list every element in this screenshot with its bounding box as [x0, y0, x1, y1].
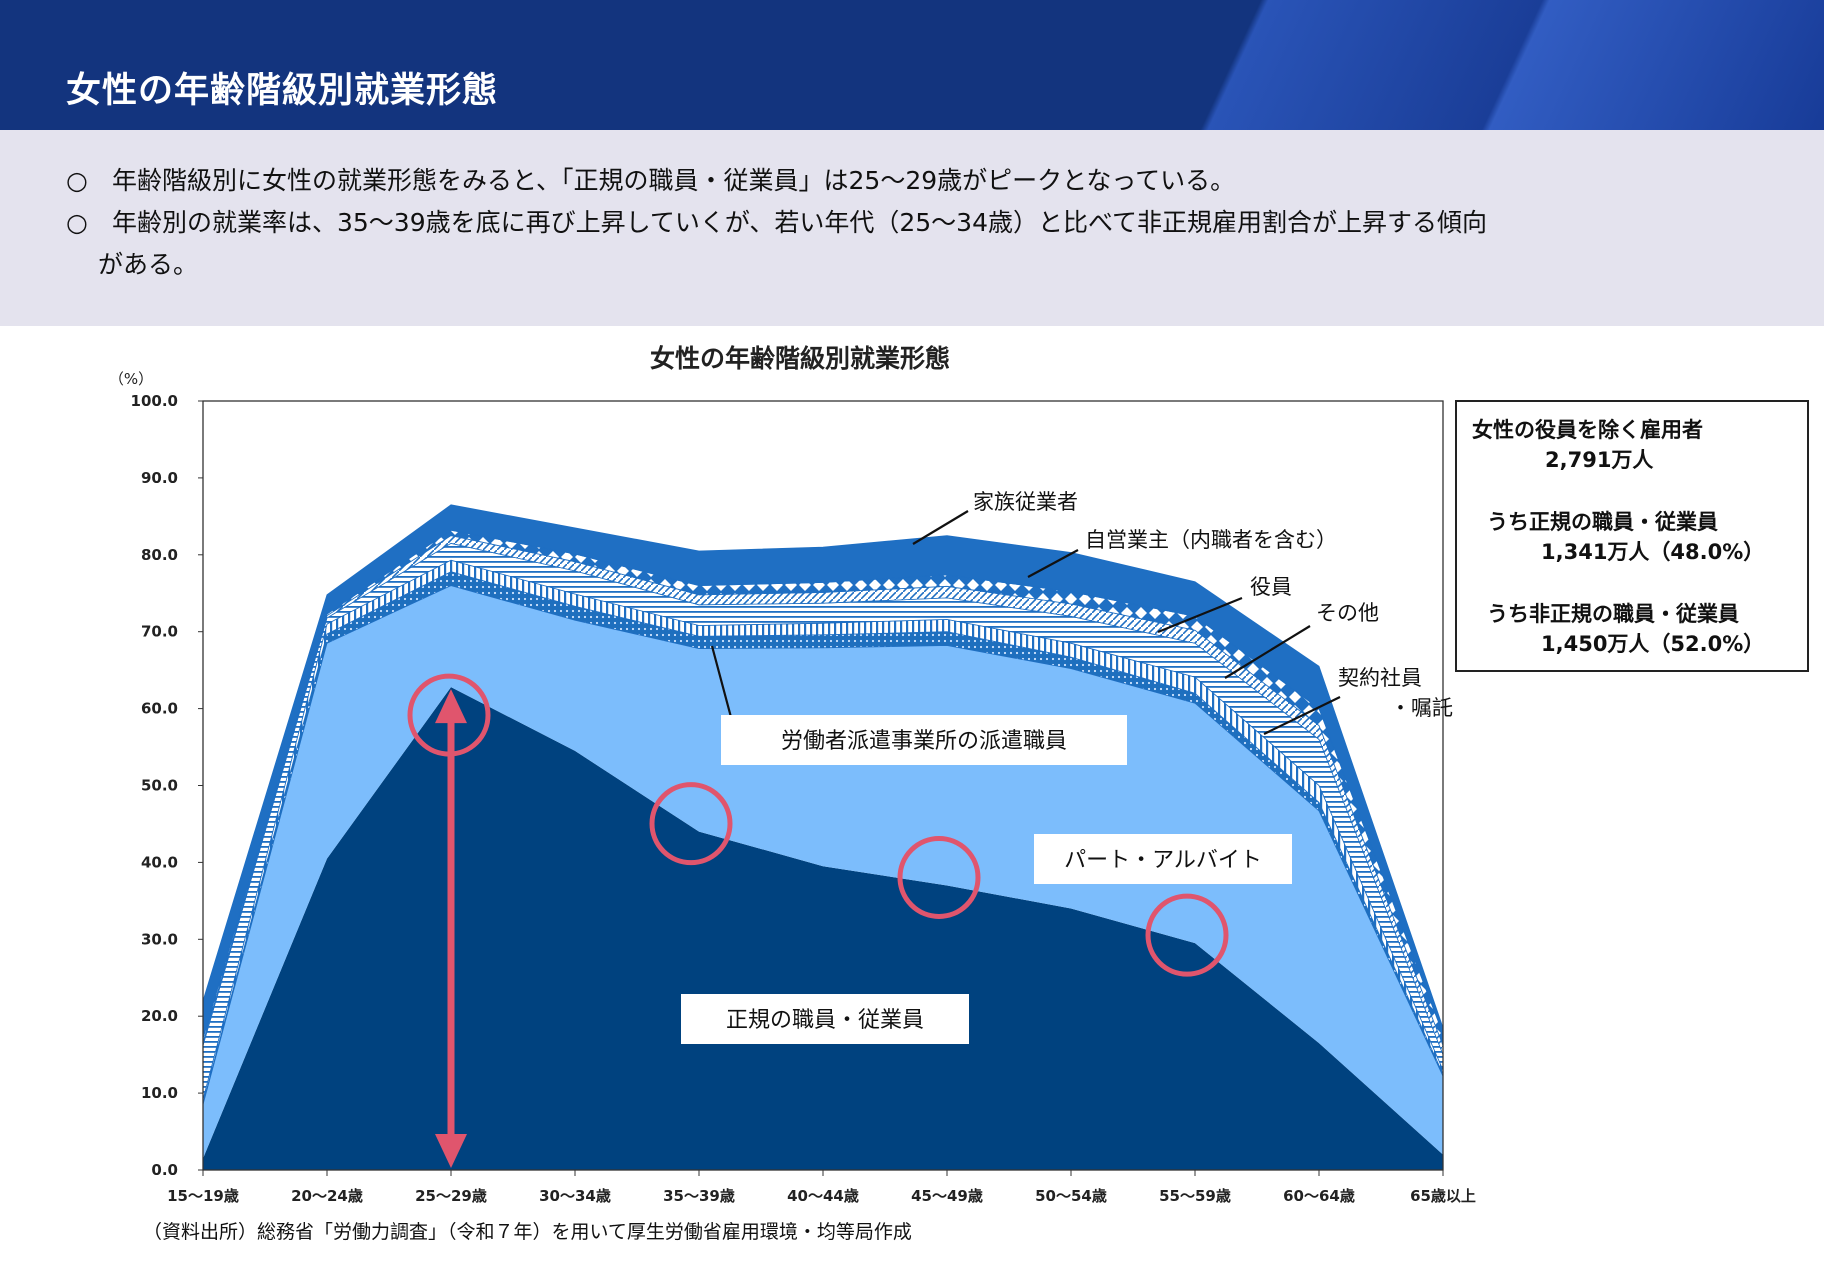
- total-employees-label: 女性の役員を除く雇用者: [1472, 418, 1703, 442]
- nonregular-employees-label: うち非正規の職員・従業員: [1487, 602, 1739, 626]
- highlight-circle: [1145, 893, 1229, 977]
- y-tick-label: 100.0: [131, 392, 178, 410]
- series-label-box: [721, 715, 1127, 765]
- y-tick-label: 20.0: [141, 1007, 178, 1025]
- bullet-marker: ○: [66, 208, 88, 237]
- peak-arrow-head-down: [435, 1134, 467, 1168]
- chart-title: 女性の年齢階級別就業形態: [650, 344, 950, 373]
- callout-leader-line: [1224, 625, 1311, 679]
- y-tick-label: 90.0: [141, 469, 178, 487]
- page-header: 女性の年齢階級別就業形態: [0, 0, 1824, 130]
- regular-employees-value: 1,341万人（48.0%）: [1541, 540, 1765, 564]
- callout-leader-line: [1027, 549, 1079, 578]
- peak-arrow-head-up: [435, 689, 467, 724]
- summary-bullet-2: ○ 年齢別の就業率は、35～39歳を底に再び上昇していくが、若い年代（25～34歳…: [66, 202, 1487, 244]
- callout-label: 家族従業者: [973, 490, 1078, 514]
- summary-text-2-continued: がある。: [98, 250, 199, 279]
- x-tick-label: 35～39歳: [663, 1187, 735, 1205]
- x-tick-label: 20～24歳: [291, 1187, 363, 1205]
- highlight-circle: [897, 835, 981, 919]
- summary-panel: ○ 年齢階級別に女性の就業形態をみると、「正規の職員・従業員」は25～29歳がピー…: [0, 130, 1824, 326]
- area-series-1: [203, 687, 1443, 1170]
- series-label: 正規の職員・従業員: [726, 1008, 924, 1033]
- total-employees-value: 2,791万人: [1545, 448, 1654, 472]
- x-tick-label: 30～34歳: [539, 1187, 611, 1205]
- nonregular-employees-value: 1,450万人（52.0%）: [1541, 632, 1765, 656]
- bullet-marker: ○: [66, 166, 88, 195]
- dispatch-leader-line: [710, 645, 734, 722]
- y-tick-label: 0.0: [151, 1161, 178, 1179]
- series-label: パート・アルバイト: [1064, 848, 1262, 873]
- y-tick-label: 40.0: [141, 853, 178, 871]
- page-title: 女性の年齢階級別就業形態: [66, 71, 499, 111]
- x-tick-label: 65歳以上: [1410, 1187, 1476, 1205]
- y-tick-label: 60.0: [141, 700, 178, 718]
- source-note: （資料出所）総務省「労働力調査」（令和７年）を用いて厚生労働省雇用環境・均等局作…: [143, 1221, 912, 1243]
- y-tick-label: 50.0: [141, 777, 178, 795]
- x-tick-label: 55～59歳: [1159, 1187, 1231, 1205]
- summary-text-1: 年齢階級別に女性の就業形態をみると、「正規の職員・従業員」は25～29歳がピーク…: [112, 166, 1236, 195]
- summary-text-2: 年齢別の就業率は、35～39歳を底に再び上昇していくが、若い年代（25～34歳）…: [112, 208, 1488, 237]
- x-tick-label: 60～64歳: [1283, 1187, 1355, 1205]
- chart-area: 0.0 10.0 20.0 30.0 40.0 50.0 60.0 70.0 80.0 90.0 1…: [0, 326, 1824, 1262]
- callout-label: 契約社員: [1338, 666, 1422, 690]
- series-label: 労働者派遣事業所の派遣職員: [781, 729, 1067, 754]
- callout-leader-line: [1157, 596, 1243, 634]
- callout-label: ・嘱託: [1390, 696, 1453, 720]
- stacked-area-chart: 0.0 10.0 20.0 30.0 40.0 50.0 60.0 70.0 80.0 90.0 1…: [109, 344, 1476, 1205]
- series-label-box: [681, 994, 969, 1044]
- employee-summary-box: 女性の役員を除く雇用者 2,791万人 うち正規の職員・従業員 1,341万人（…: [1455, 400, 1809, 672]
- x-tick-label: 40～44歳: [787, 1187, 859, 1205]
- x-tick-label: 45～49歳: [911, 1187, 983, 1205]
- x-tick-label: 25～29歳: [415, 1187, 487, 1205]
- callout-label: 自営業主（内職者を含む）: [1085, 528, 1337, 552]
- x-tick-label: 50～54歳: [1035, 1187, 1107, 1205]
- series-label-box: [1034, 834, 1292, 884]
- area-series-2: [203, 585, 1443, 1159]
- callout-leader-line: [1263, 696, 1341, 735]
- y-tick-label: 70.0: [141, 623, 178, 641]
- callout-leader-line: [912, 510, 969, 545]
- summary-bullet-1: ○ 年齢階級別に女性の就業形態をみると、「正規の職員・従業員」は25～29歳がピー…: [66, 160, 1235, 202]
- y-tick-label: 80.0: [141, 546, 178, 564]
- header-decoration: [1124, 0, 1824, 130]
- regular-employees-label: うち正規の職員・従業員: [1487, 510, 1718, 534]
- y-tick-label: 30.0: [141, 930, 178, 948]
- callout-label: 役員: [1250, 575, 1292, 599]
- callout-label: その他: [1316, 601, 1379, 625]
- y-tick-label: 10.0: [141, 1084, 178, 1102]
- x-tick-label: 15～19歳: [167, 1187, 239, 1205]
- y-axis-unit: （%）: [109, 370, 153, 388]
- highlight-circle: [649, 782, 733, 866]
